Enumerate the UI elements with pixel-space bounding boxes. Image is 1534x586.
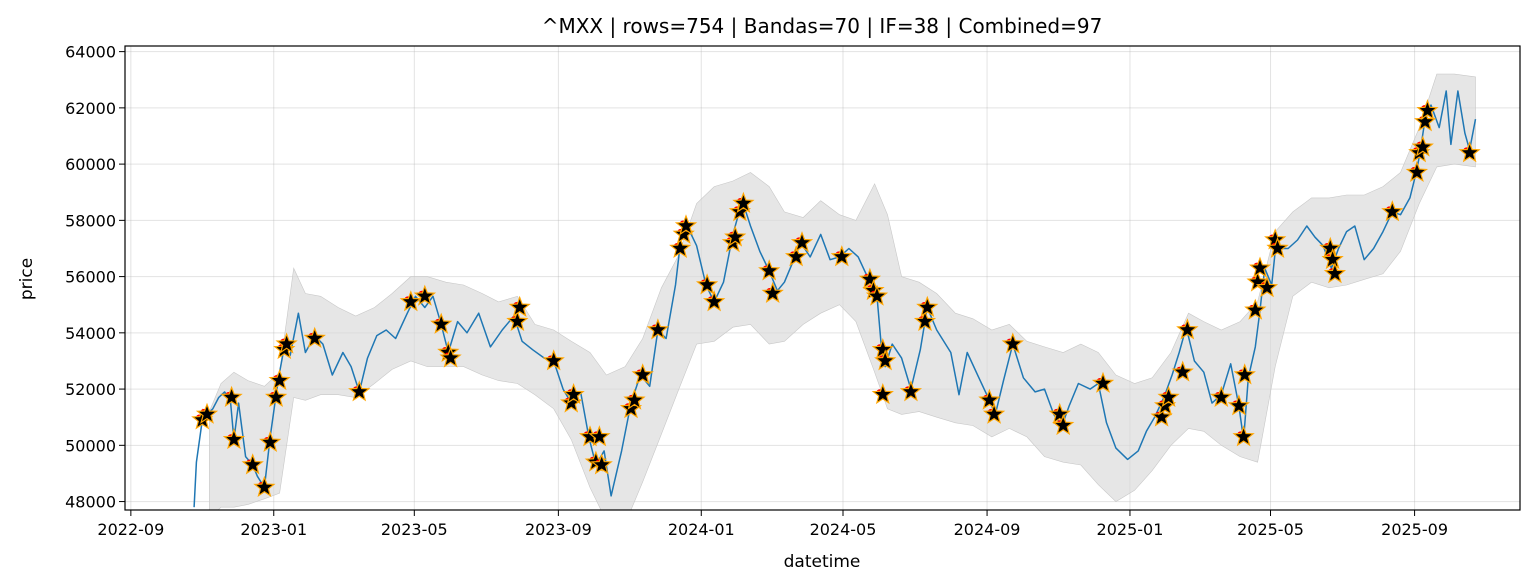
y-tick-label: 50000 (65, 436, 116, 455)
anomaly-star (790, 231, 814, 253)
anomaly-star (784, 245, 808, 267)
anomaly-star (758, 259, 781, 281)
anomaly-star (259, 430, 282, 452)
plot-area: 2022-09 2023-01 2023-05 2023-09 2024-01 2024-… (65, 43, 1521, 539)
anomaly-star (1176, 318, 1199, 340)
anomaly-star (588, 425, 611, 447)
y-tick-label: 52000 (65, 380, 116, 399)
anomaly-star (1052, 413, 1075, 436)
x-tick-label: 2025-01 (1097, 520, 1164, 539)
x-tick-label: 2023-09 (525, 520, 592, 539)
anomaly-star (913, 309, 937, 332)
x-axis-title: datetime (784, 552, 861, 572)
x-tick-label: 2025-05 (1237, 520, 1304, 539)
anomaly-star (724, 225, 747, 247)
anomaly-star (1246, 270, 1269, 292)
series-group (191, 73, 1481, 510)
y-axis-title: price (17, 258, 37, 300)
anomaly-star (1255, 276, 1279, 298)
anomaly-star (982, 402, 1006, 424)
y-tick-label: 64000 (65, 43, 116, 62)
anomaly-star (195, 402, 219, 424)
anomaly-star (562, 383, 585, 405)
anomaly-star (1323, 262, 1347, 284)
anomaly-star (631, 363, 654, 385)
x-tick-label: 2024-05 (810, 520, 877, 539)
anomaly-star (623, 388, 646, 410)
anomaly-star (1157, 385, 1180, 407)
anomaly-star (1210, 385, 1233, 407)
anomaly-star (275, 332, 298, 354)
anomaly-star (1244, 298, 1267, 320)
x-tick-label: 2023-05 (381, 520, 448, 539)
anomaly-star (702, 290, 726, 312)
y-tick-label: 48000 (65, 493, 116, 512)
anomaly-star (695, 273, 719, 295)
y-tick-label: 58000 (65, 211, 116, 230)
anomaly-star (871, 382, 894, 405)
anomaly-star (761, 281, 784, 303)
anomaly-star (674, 214, 698, 236)
anomaly-star (1381, 200, 1404, 222)
anomaly-star (899, 380, 923, 402)
anomaly-star (646, 318, 670, 340)
anomaly-star (430, 312, 453, 334)
anomaly-star (268, 368, 291, 391)
anomaly-star (399, 290, 422, 312)
anomaly-star (978, 388, 1001, 410)
anomaly-star (669, 236, 692, 258)
anomaly-star (1001, 332, 1024, 354)
anomaly-star (1411, 135, 1434, 157)
anomaly-star (1319, 236, 1342, 259)
anomaly-star (871, 337, 894, 360)
anomaly-star (830, 245, 853, 267)
anomaly-star (1233, 363, 1256, 385)
plot-frame (124, 45, 1521, 511)
anomaly-star (1266, 236, 1289, 258)
x-tick-label: 2022-09 (97, 520, 164, 539)
anomaly-star (732, 191, 755, 213)
x-tick-label: 2023-01 (240, 520, 307, 539)
anomaly-star (506, 309, 529, 332)
x-tick-label: 2024-09 (954, 520, 1021, 539)
anomaly-star (1232, 425, 1255, 447)
anomaly-star (865, 284, 889, 306)
anomaly-star (874, 349, 897, 371)
y-tick-label: 62000 (65, 99, 116, 118)
anomaly-star (222, 427, 246, 450)
x-tick-label: 2025-09 (1381, 520, 1448, 539)
anomaly-star (1416, 98, 1439, 121)
anomaly-star (1091, 371, 1115, 393)
anomaly-star (858, 267, 882, 289)
anomaly-star (303, 326, 326, 349)
x-tick-label: 2024-01 (668, 520, 735, 539)
anomaly-star (1227, 394, 1251, 416)
anomaly-star (508, 295, 531, 317)
anomaly-star (264, 385, 288, 407)
anomaly-star (1321, 248, 1344, 270)
anomaly-star (220, 385, 243, 407)
anomaly-star (1150, 405, 1173, 427)
anomaly-star (1048, 402, 1071, 424)
anomaly-star (1248, 256, 1272, 278)
chart-title: ^MXX | rows=754 | Bandas=70 | IF=38 | Co… (542, 14, 1103, 38)
anomaly-star (916, 295, 939, 317)
anomaly-star (590, 453, 613, 475)
anomaly-star (348, 380, 371, 402)
y-tick-label: 54000 (65, 324, 116, 343)
anomaly-star (413, 284, 437, 306)
anomaly-star (542, 349, 565, 371)
anomaly-star (1171, 360, 1194, 382)
anomaly-star (1405, 160, 1429, 182)
anomaly-star (253, 475, 276, 497)
anomaly-star (439, 346, 462, 368)
anomaly-star (241, 453, 264, 475)
y-tick-label: 60000 (65, 155, 116, 174)
y-tick-label: 56000 (65, 268, 116, 287)
anomaly-star (1458, 141, 1481, 163)
